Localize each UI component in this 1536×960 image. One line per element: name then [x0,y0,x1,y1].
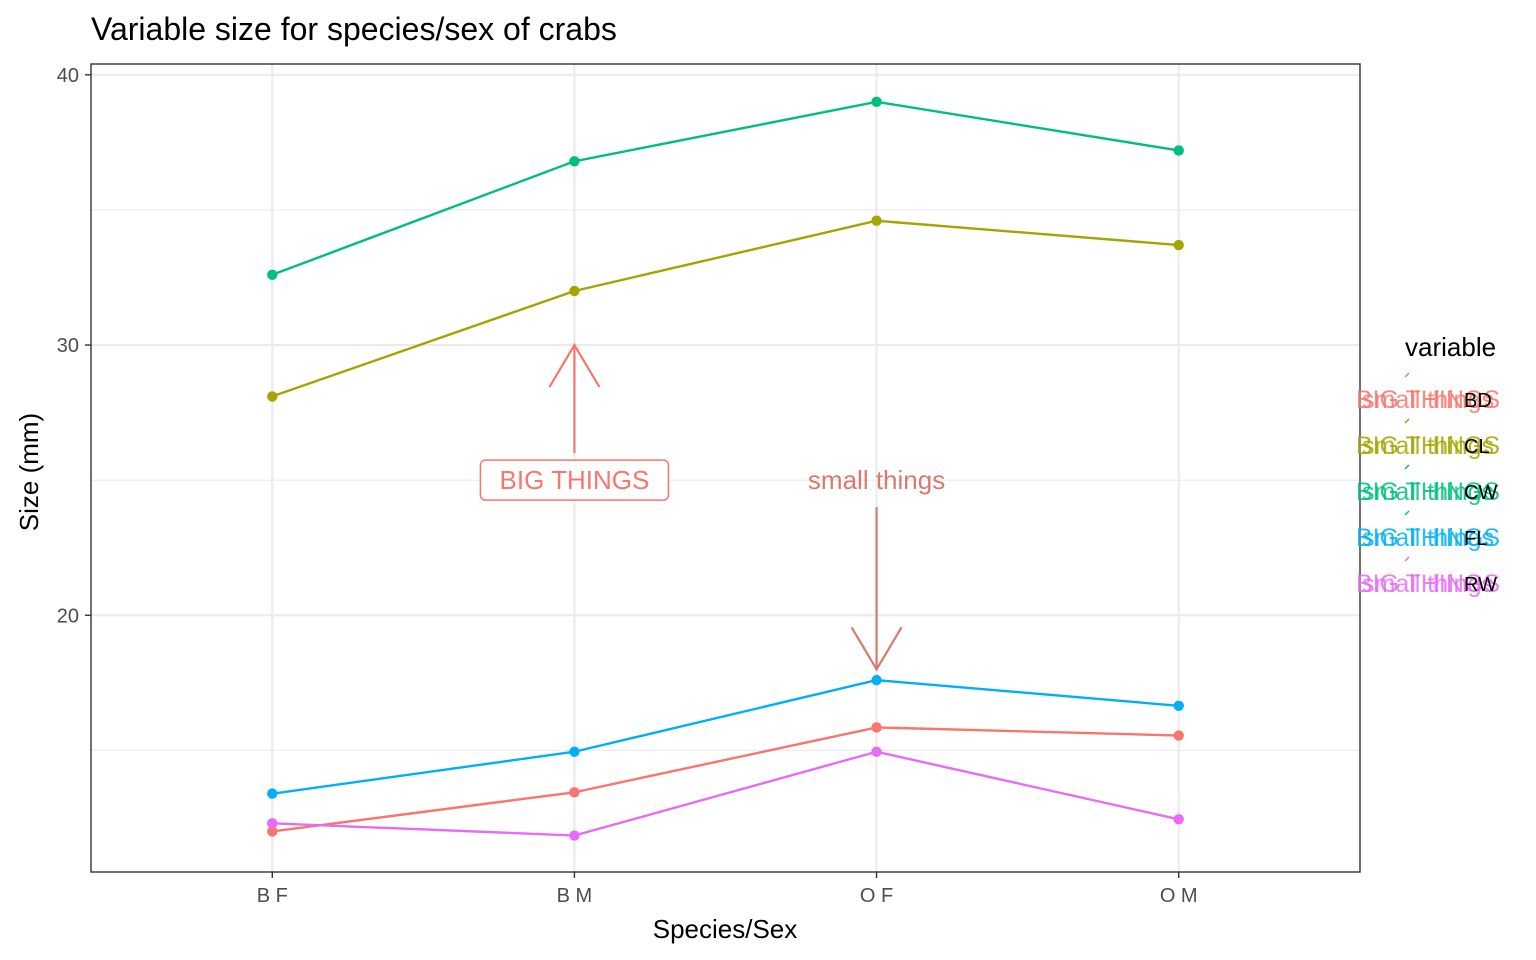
legend-key-label: small things [1362,524,1494,552]
data-point-cw [267,269,278,280]
annotation-arrow-head [850,626,903,672]
legend-key-mark [1404,418,1410,424]
legend-key-label: small things [1362,570,1494,598]
series-line-rw [272,750,1179,837]
data-point-cl [267,391,278,402]
data-point-rw [569,830,580,841]
legend-label-bd: BD [1464,390,1492,412]
data-point-cw [871,96,882,108]
legend-label-cw: CW [1464,482,1497,504]
data-point-cw [569,156,580,167]
legend-key-mark [1404,510,1410,516]
plot-background [91,64,1360,872]
data-point-fl [871,674,882,686]
data-point-rw [871,746,882,757]
legend-key-label: BIG THINGS [1356,386,1500,414]
legend-label-rw: RW [1464,574,1497,596]
legend-key-label: small things [1362,386,1494,414]
x-axis-title: Species/Sex [653,914,798,944]
y-tick-label: 40 [57,65,79,87]
data-point-bd [267,826,278,837]
series-line-cl [271,219,1179,398]
legend-key-label: BIG THINGS [1356,570,1500,598]
x-tick-label: O F [860,885,893,907]
chart-title: Variable size for species/sex of crabs [91,11,617,47]
data-point-bd [871,722,882,733]
y-tick-label: 30 [57,335,79,357]
annotation-label-box [479,459,670,501]
legend-key-mark [1404,556,1410,562]
legend-key-mark [1404,372,1410,378]
y-axis-title: Size (mm) [14,413,44,531]
legend-key-mark [1404,464,1410,470]
series-line-fl [272,678,1179,795]
x-tick-label: B M [557,885,593,907]
data-point-rw [1173,814,1184,825]
legend-key-label: BIG THINGS [1356,524,1500,552]
data-point-bd [1173,730,1184,741]
legend-key-label: BIG THINGS [1356,432,1500,460]
legend-key-label: small things [1362,432,1494,460]
legend-label-fl: FL [1464,528,1487,550]
data-point-fl [1173,700,1184,712]
data-point-cl [569,285,580,297]
data-point-cl [1173,239,1184,251]
data-point-bd [569,787,580,798]
data-point-fl [267,788,278,799]
x-tick-label: B F [257,885,288,907]
series-line-cw [271,100,1179,276]
plot-panel: BIG THINGS small things 20 30 40 B F B M O F O M [57,63,1361,907]
series-line-bd [272,726,1179,833]
data-point-cw [1173,145,1184,156]
annotation-label: small things [808,465,945,495]
x-tick-label: O M [1160,885,1198,907]
y-tick-label: 20 [57,605,79,627]
legend-key-label: BIG THINGS [1356,478,1500,506]
legend-label-cl: CL [1464,436,1490,458]
annotation-label: BIG THINGS [500,465,650,495]
data-point-cl [871,215,882,226]
plot-border [90,63,1361,873]
legend-title: variable [1405,332,1496,362]
data-point-rw [267,818,278,829]
data-point-fl [569,746,580,757]
annotation-arrow-head [548,342,601,388]
legend-key-label: small things [1362,478,1494,506]
